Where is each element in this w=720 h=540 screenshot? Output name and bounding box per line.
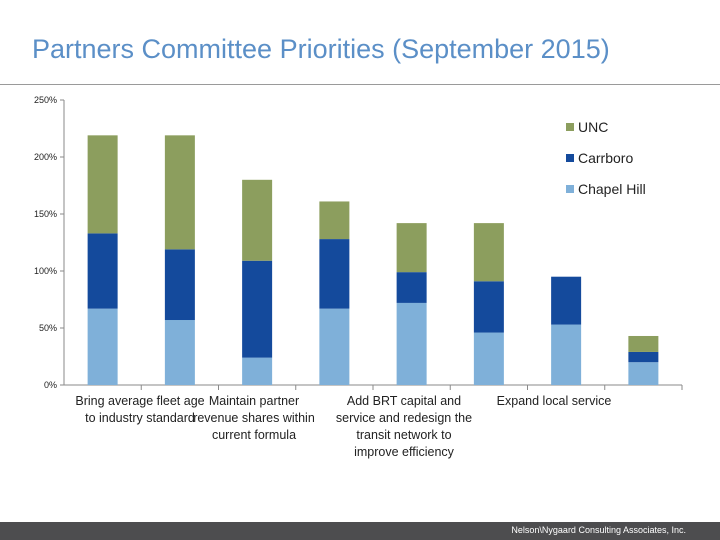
legend-swatch	[566, 185, 574, 193]
x-category-label: Bring average fleet age	[75, 394, 204, 408]
bar-segment-chapel-hill	[551, 324, 582, 385]
bar-segment-chapel-hill	[319, 308, 350, 385]
y-tick-label: 100%	[34, 266, 57, 276]
bar-segment-unc	[87, 135, 118, 234]
x-category-label: Maintain partner	[209, 394, 299, 408]
bar-segment-chapel-hill	[242, 357, 273, 385]
footer-credit: Nelson\Nygaard Consulting Associates, In…	[511, 525, 686, 535]
bar-segment-carrboro	[87, 233, 118, 309]
y-tick-label: 0%	[44, 380, 57, 390]
y-tick-label: 50%	[39, 323, 57, 333]
y-tick-label: 150%	[34, 209, 57, 219]
title-divider	[0, 84, 720, 85]
x-category-label: current formula	[212, 428, 296, 442]
bar-segment-unc	[164, 135, 195, 250]
bar-segment-chapel-hill	[87, 308, 118, 385]
legend-label: Carrboro	[578, 150, 633, 166]
bar-segment-chapel-hill	[396, 302, 427, 385]
bar-segment-unc	[396, 223, 427, 273]
bar-segment-carrboro	[551, 276, 582, 325]
x-category-label: improve efficiency	[354, 445, 455, 459]
bar-segment-chapel-hill	[473, 332, 504, 385]
legend-swatch	[566, 123, 574, 131]
bar-segment-unc	[628, 335, 659, 352]
bar-segment-carrboro	[628, 351, 659, 363]
bar-segment-carrboro	[164, 249, 195, 321]
x-category-label: Expand local service	[497, 394, 612, 408]
bar-segment-chapel-hill	[628, 362, 659, 385]
slide-title: Partners Committee Priorities (September…	[32, 34, 610, 64]
bar-segment-carrboro	[473, 281, 504, 333]
y-tick-label: 250%	[34, 95, 57, 105]
footer-bar: Nelson\Nygaard Consulting Associates, In…	[0, 522, 720, 540]
bar-segment-carrboro	[319, 239, 350, 309]
x-category-label: to industry standard	[85, 411, 195, 425]
bar-segment-carrboro	[396, 272, 427, 303]
x-category-label: Add BRT capital and	[347, 394, 461, 408]
bar-segment-chapel-hill	[164, 320, 195, 385]
legend-label: UNC	[578, 119, 608, 135]
bar-segment-unc	[473, 223, 504, 282]
x-category-label: service and redesign the	[336, 411, 472, 425]
y-tick-label: 200%	[34, 152, 57, 162]
legend-swatch	[566, 154, 574, 162]
x-category-label: revenue shares within	[193, 411, 315, 425]
bar-segment-unc	[319, 201, 350, 240]
stacked-bar-chart: 0% 50% 100% 150% 200% 250% Bring average fleet…	[34, 95, 683, 459]
x-category-label: transit network to	[356, 428, 451, 442]
legend-label: Chapel Hill	[578, 181, 646, 197]
bar-segment-carrboro	[242, 260, 273, 358]
bar-segment-unc	[242, 179, 273, 261]
